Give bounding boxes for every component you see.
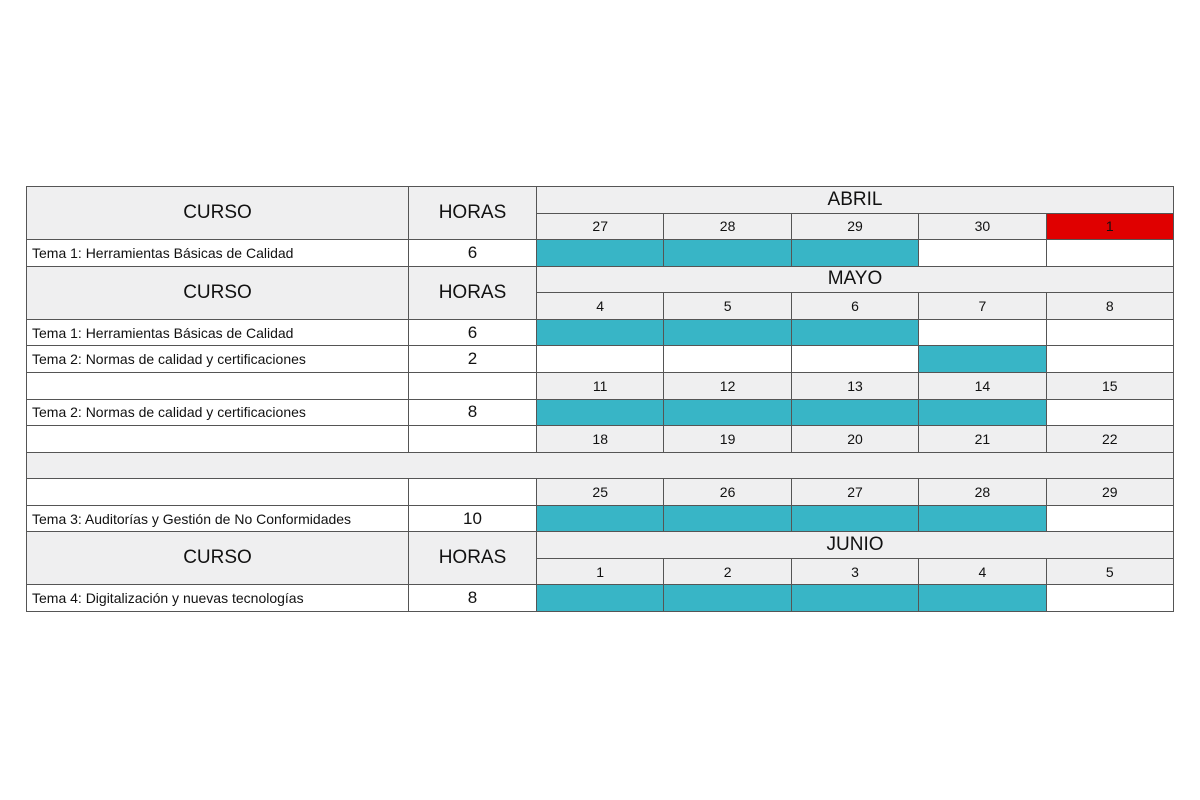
empty-cell xyxy=(918,239,1047,267)
scheduled-cell xyxy=(790,398,920,427)
day-cell: 4 xyxy=(536,292,665,320)
course-name: Tema 4: Digitalización y nuevas tecnolog… xyxy=(26,584,409,612)
day-cell: 14 xyxy=(918,371,1047,400)
course-hours: 6 xyxy=(408,239,537,267)
empty-cell xyxy=(408,478,537,506)
scheduled-cell xyxy=(663,318,792,347)
day-cell: 2 xyxy=(663,557,792,586)
empty-cell xyxy=(918,318,1047,347)
day-cell: 12 xyxy=(663,371,792,400)
course-header: CURSO xyxy=(26,186,409,241)
scheduled-cell xyxy=(918,345,1047,373)
day-cell: 6 xyxy=(790,292,920,320)
day-cell: 22 xyxy=(1045,425,1174,453)
scheduled-cell xyxy=(536,398,665,427)
scheduled-cell xyxy=(918,504,1047,533)
scheduled-cell xyxy=(536,318,665,347)
day-cell: 29 xyxy=(790,212,920,241)
course-hours: 8 xyxy=(408,584,537,612)
day-cell: 15 xyxy=(1045,371,1174,400)
course-name: Tema 2: Normas de calidad y certificacio… xyxy=(26,345,409,373)
scheduled-cell xyxy=(663,504,792,533)
day-cell: 27 xyxy=(790,478,920,506)
day-cell: 8 xyxy=(1045,292,1174,320)
empty-cell xyxy=(790,345,920,373)
day-cell: 4 xyxy=(918,557,1047,586)
scheduled-cell xyxy=(536,584,665,612)
day-cell: 28 xyxy=(663,212,792,241)
empty-cell xyxy=(1045,345,1174,373)
course-name: Tema 3: Auditorías y Gestión de No Confo… xyxy=(26,504,409,533)
month-header: JUNIO xyxy=(536,531,1174,559)
day-cell: 28 xyxy=(918,478,1047,506)
empty-cell xyxy=(1045,239,1174,267)
month-header: ABRIL xyxy=(536,186,1174,214)
empty-cell xyxy=(408,425,537,453)
scheduled-cell xyxy=(790,584,920,612)
day-cell: 18 xyxy=(536,425,665,453)
day-cell: 3 xyxy=(790,557,920,586)
hours-header: HORAS xyxy=(408,531,537,586)
month-header: MAYO xyxy=(536,265,1174,294)
day-cell: 19 xyxy=(663,425,792,453)
day-cell: 20 xyxy=(790,425,920,453)
course-header: CURSO xyxy=(26,531,409,586)
empty-cell xyxy=(1045,504,1174,533)
course-hours: 6 xyxy=(408,318,537,347)
day-cell: 13 xyxy=(790,371,920,400)
course-header: CURSO xyxy=(26,265,409,320)
scheduled-cell xyxy=(663,239,792,267)
day-cell: 1 xyxy=(536,557,665,586)
scheduled-cell xyxy=(918,584,1047,612)
empty-cell xyxy=(26,371,409,400)
empty-cell xyxy=(26,478,409,506)
day-cell: 1 xyxy=(1045,212,1174,241)
scheduled-cell xyxy=(918,398,1047,427)
empty-cell xyxy=(1045,398,1174,427)
course-hours: 10 xyxy=(408,504,537,533)
day-cell: 26 xyxy=(663,478,792,506)
course-name: Tema 1: Herramientas Básicas de Calidad xyxy=(26,239,409,267)
scheduled-cell xyxy=(790,239,920,267)
empty-cell xyxy=(663,345,792,373)
scheduled-cell xyxy=(536,239,665,267)
day-cell: 5 xyxy=(663,292,792,320)
course-hours: 2 xyxy=(408,345,537,373)
scheduled-cell xyxy=(790,318,920,347)
scheduled-cell xyxy=(663,584,792,612)
hours-header: HORAS xyxy=(408,186,537,241)
empty-cell xyxy=(536,345,665,373)
day-cell: 30 xyxy=(918,212,1047,241)
scheduled-cell xyxy=(536,504,665,533)
day-cell: 7 xyxy=(918,292,1047,320)
scheduled-cell xyxy=(790,504,920,533)
empty-cell xyxy=(408,371,537,400)
course-hours: 8 xyxy=(408,398,537,427)
day-cell: 29 xyxy=(1045,478,1174,506)
day-cell: 25 xyxy=(536,478,665,506)
separator-row xyxy=(26,451,1174,480)
day-cell: 11 xyxy=(536,371,665,400)
day-cell: 5 xyxy=(1045,557,1174,586)
empty-cell xyxy=(26,425,409,453)
course-name: Tema 1: Herramientas Básicas de Calidad xyxy=(26,318,409,347)
scheduled-cell xyxy=(663,398,792,427)
day-cell: 27 xyxy=(536,212,665,241)
empty-cell xyxy=(1045,584,1174,612)
empty-cell xyxy=(1045,318,1174,347)
day-cell: 21 xyxy=(918,425,1047,453)
course-name: Tema 2: Normas de calidad y certificacio… xyxy=(26,398,409,427)
hours-header: HORAS xyxy=(408,265,537,320)
